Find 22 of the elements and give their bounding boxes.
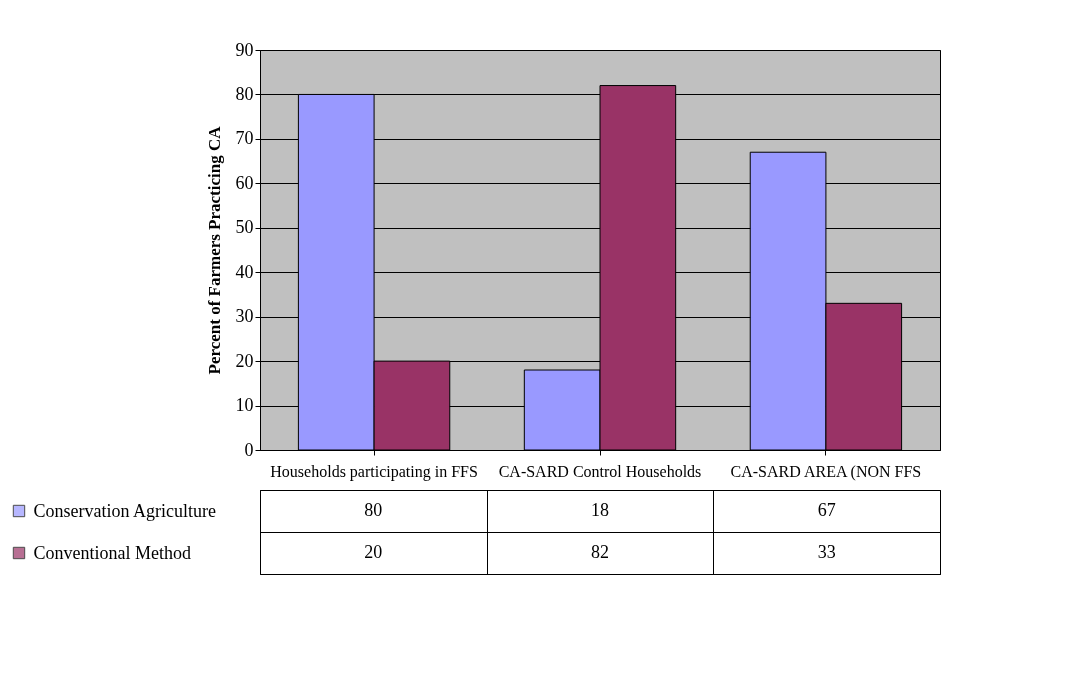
data-label: 18 <box>591 500 609 520</box>
y-tick-label: 90 <box>235 39 254 60</box>
y-axis-title: Percent of Farmers Practicing CA <box>204 125 224 375</box>
data-label: 80 <box>364 500 383 520</box>
x-tick-label: Households participating in FFS <box>270 462 478 481</box>
x-tick-label: CA-SARD Control Households <box>498 462 702 480</box>
data-label: 67 <box>817 500 836 520</box>
legend-label: Conservation Agriculture <box>33 500 216 521</box>
y-tick-label: 80 <box>235 83 254 104</box>
legend-label: Conventional Method <box>33 542 191 563</box>
data-label: 20 <box>364 542 383 562</box>
data-label: 33 <box>817 542 836 562</box>
y-tick-label: 50 <box>235 217 254 238</box>
data-label: 82 <box>591 542 609 562</box>
y-tick-label: 60 <box>235 172 254 193</box>
y-tick-label: 10 <box>235 395 254 416</box>
y-tick-label: 20 <box>235 350 254 371</box>
y-tick-label: 70 <box>235 128 254 149</box>
y-tick-label: 40 <box>235 261 254 282</box>
x-tick-label: CA-SARD AREA (NON FFS <box>730 462 922 481</box>
y-tick-label: 30 <box>235 306 254 327</box>
y-tick-label: 0 <box>244 439 254 460</box>
